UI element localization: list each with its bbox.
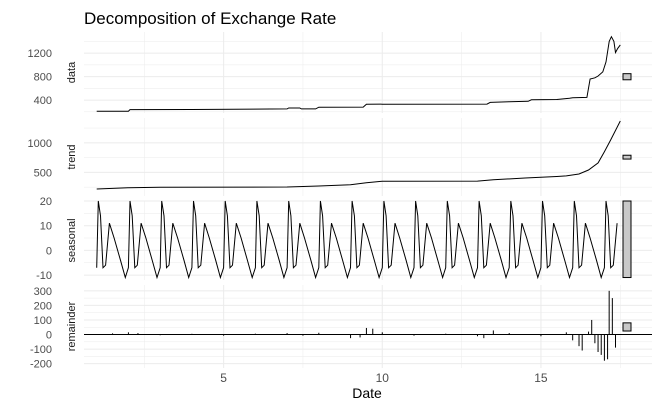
x-tick-label: 15 (534, 371, 548, 385)
y-tick-label: 400 (34, 95, 52, 107)
range-bar (622, 200, 632, 279)
panel-label: remainder (66, 301, 78, 351)
y-tick-label: -200 (30, 359, 52, 371)
x-tick-label: 10 (376, 371, 390, 385)
y-tick-label: 100 (34, 315, 52, 327)
y-tick-label: 200 (34, 300, 52, 312)
y-tick-label: -100 (30, 344, 52, 356)
panel-label: trend (66, 144, 78, 169)
y-tick-label: 1000 (28, 138, 52, 150)
y-tick-label: 0 (46, 245, 52, 257)
panel-seasonal: 20 10 0 -10 seasonal (36, 196, 652, 282)
chart-title: Decomposition of Exchange Rate (84, 9, 336, 28)
range-bar (622, 154, 632, 160)
y-tick-label: 20 (40, 196, 52, 208)
y-tick-label: -10 (36, 270, 52, 282)
panel-label: data (66, 61, 78, 83)
data-series-line (96, 35, 621, 112)
y-tick-label: 10 (40, 221, 52, 233)
trend-series-line (96, 120, 621, 190)
range-bar (622, 322, 632, 332)
panel-trend: 500 1000 trend (28, 118, 652, 196)
panel-remainder: 300 200 100 0 -100 -200 remainder (30, 285, 652, 371)
y-tick-label: 500 (34, 167, 52, 179)
y-tick-label: 1200 (28, 48, 52, 60)
x-axis-label: Date (352, 385, 382, 401)
panels-layer: 4008001200data5001000trend20100-10season… (28, 32, 652, 371)
x-axis: 5 10 15 (220, 371, 548, 385)
x-tick-label: 5 (220, 371, 227, 385)
y-tick-label: 0 (46, 330, 52, 342)
panel-data: 400 800 1200 data (28, 32, 652, 113)
range-bar (622, 73, 632, 81)
panel-label: seasonal (66, 218, 78, 262)
y-tick-label: 800 (34, 72, 52, 84)
y-tick-label: 300 (34, 286, 52, 298)
seasonal-series-line (96, 200, 618, 280)
